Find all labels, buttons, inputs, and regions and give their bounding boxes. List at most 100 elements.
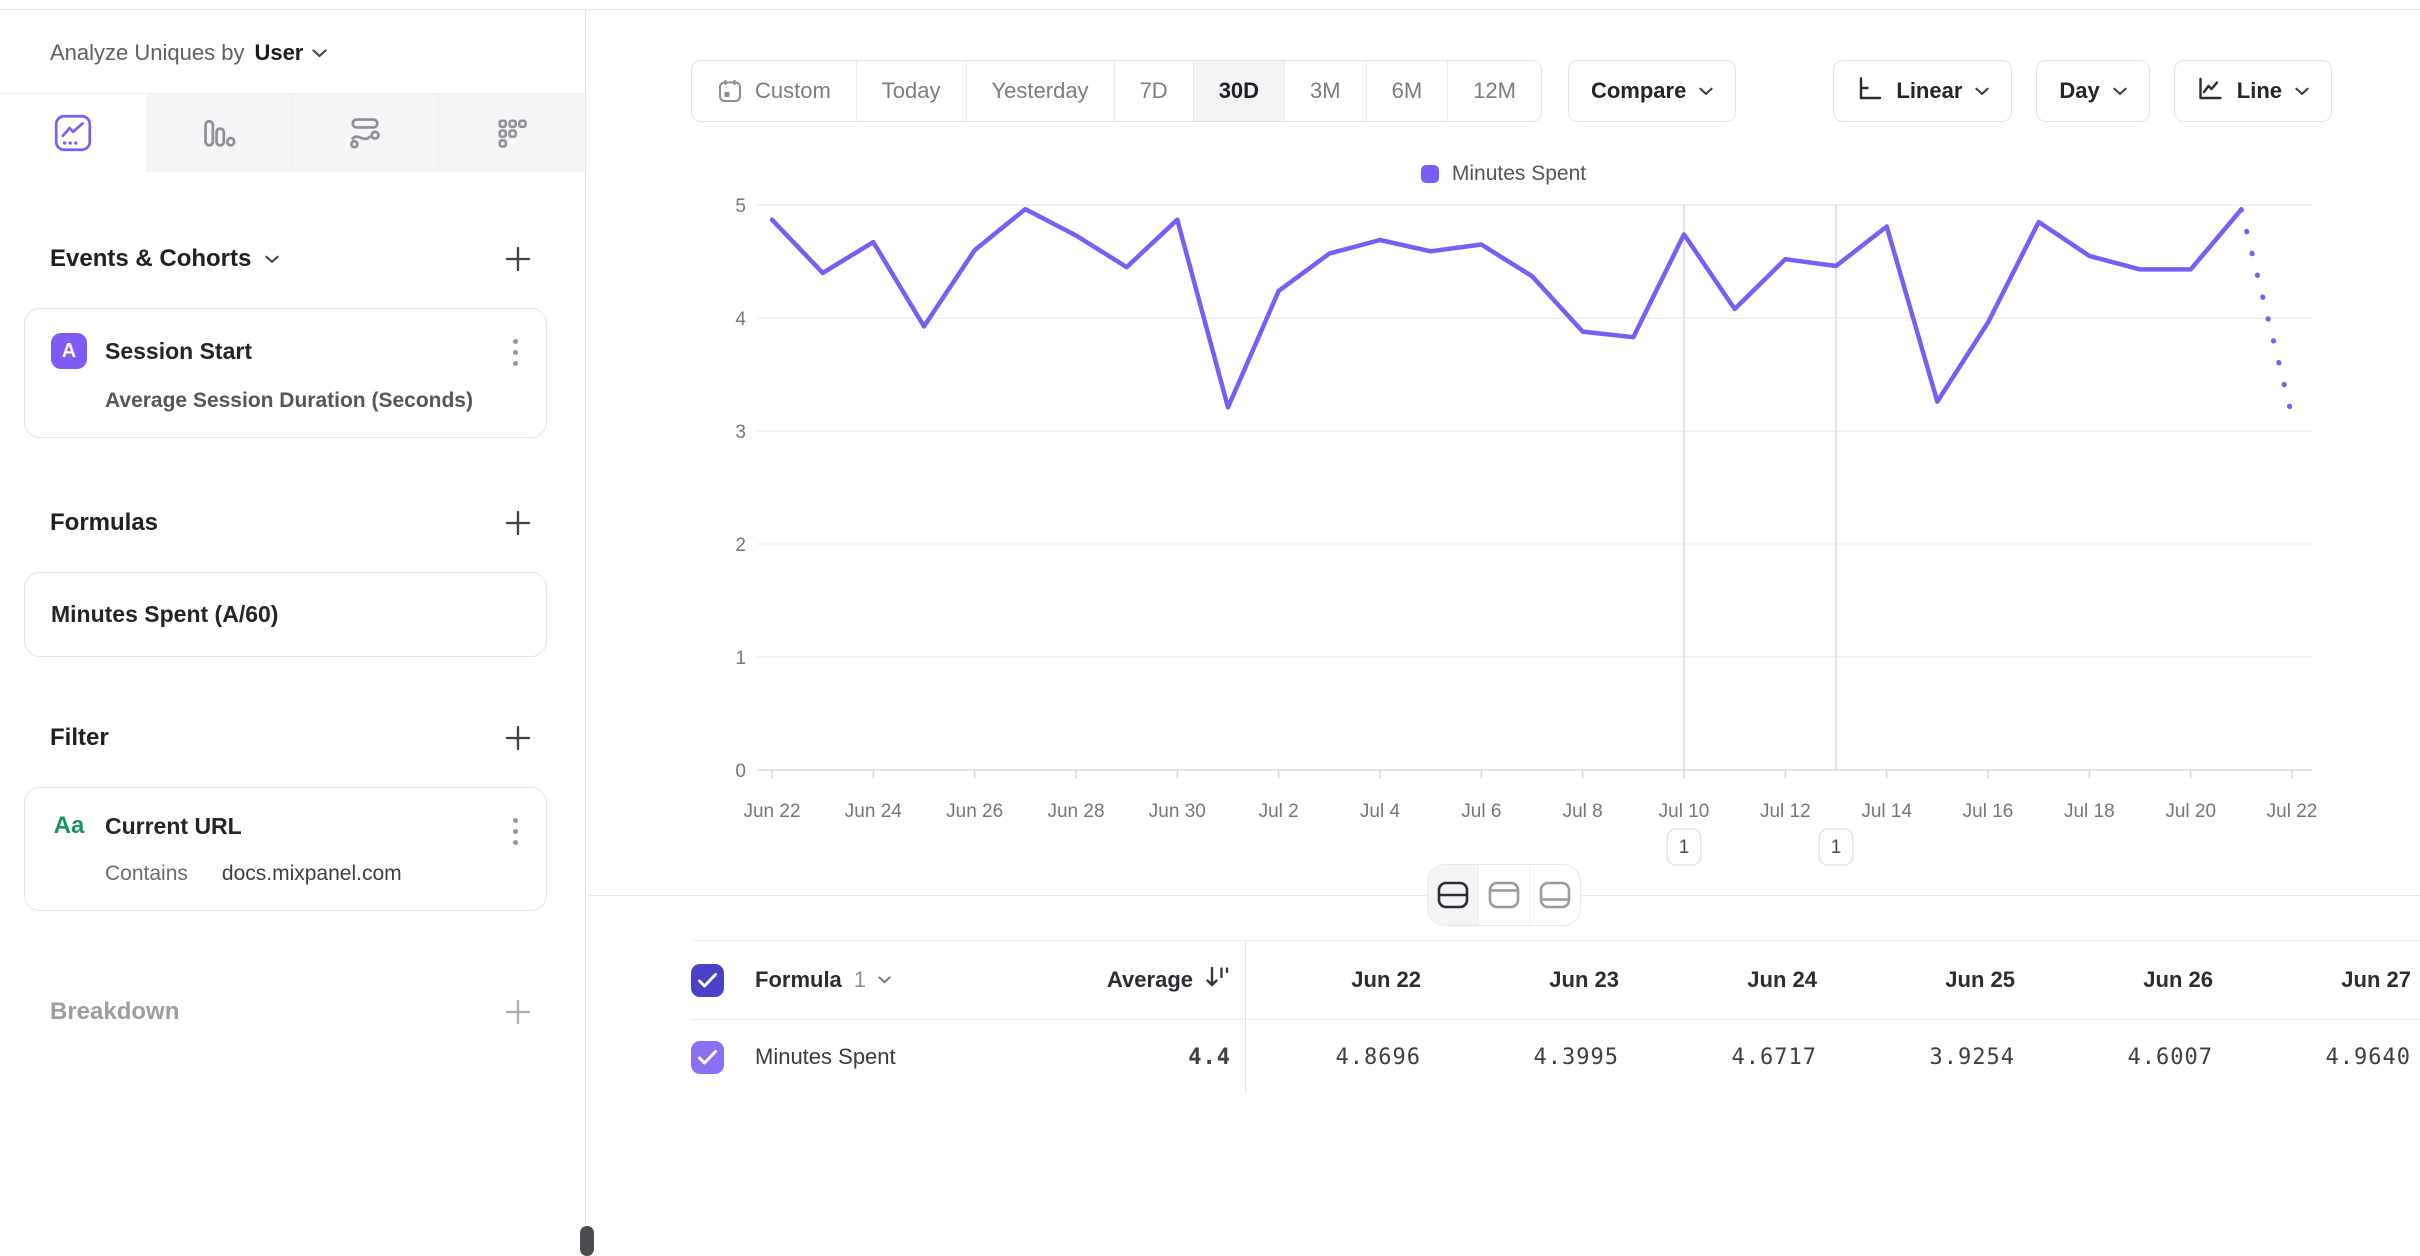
table-header-row: Formula 1 Average Jun 22 Jun 23 Jun 24 Jun … xyxy=(691,941,2420,1019)
filter-card-current-url[interactable]: Aa Current URL Contains docs.mixpanel.co… xyxy=(24,787,547,911)
analyze-by-dropdown[interactable]: User xyxy=(254,40,327,66)
range-7d[interactable]: 7D xyxy=(1113,61,1193,121)
metric-value-cell: 3.9254 xyxy=(1929,1044,2015,1070)
chevron-down-icon xyxy=(1975,87,1990,96)
filter-section-header: Filter xyxy=(50,723,533,753)
event-aggregation[interactable]: Average Session Duration (Seconds) xyxy=(105,389,473,412)
range-custom[interactable]: Custom xyxy=(692,61,856,121)
x-axis-tick-label: Jul 16 xyxy=(1963,801,2014,822)
range-6m[interactable]: 6M xyxy=(1365,61,1448,121)
range-3m[interactable]: 3M xyxy=(1284,61,1366,121)
series-line-incomplete[interactable] xyxy=(2238,207,2295,419)
toolbar-left-group: Custom Today Yesterday 7D 30D 3M 6M 12M Compare xyxy=(691,60,1737,122)
row-checkbox-cell xyxy=(691,1040,755,1074)
results-table: Formula 1 Average Jun 22 Jun 23 Jun 24 Jun … xyxy=(691,940,2420,1094)
formula-group-header[interactable]: Formula 1 xyxy=(755,967,1015,993)
breakdown-title-text: Breakdown xyxy=(50,998,180,1025)
add-filter-button[interactable] xyxy=(503,723,533,753)
range-30d[interactable]: 30D xyxy=(1192,61,1285,121)
window-top-border xyxy=(0,9,2420,10)
report-tab-flow-chart[interactable] xyxy=(291,94,439,172)
range-today[interactable]: Today xyxy=(855,61,966,121)
report-tab-funnel-dots[interactable] xyxy=(438,94,585,172)
formula-group-label: Formula xyxy=(755,967,842,992)
date-column-header: Jun 24 xyxy=(1747,967,1817,992)
annotation-count: 1 xyxy=(1679,837,1690,858)
average-value-cell: 4.4 xyxy=(1015,1020,1246,1094)
report-type-tabs xyxy=(0,94,585,172)
range-label: 30D xyxy=(1218,78,1260,103)
kebab-menu-icon[interactable] xyxy=(509,335,522,370)
x-axis-tick-label: Jun 24 xyxy=(845,801,902,822)
add-formula-button[interactable] xyxy=(503,508,533,538)
split-view-toggle[interactable] xyxy=(1427,865,1478,925)
filter-condition[interactable]: Contains docs.mixpanel.com xyxy=(105,862,520,886)
date-column-header: Jun 27 xyxy=(2341,967,2411,992)
events-section-title[interactable]: Events & Cohorts xyxy=(50,245,280,273)
compare-button[interactable]: Compare xyxy=(1567,60,1737,122)
range-label: 3M xyxy=(1310,78,1341,103)
x-axis-tick-label: Jun 22 xyxy=(743,801,800,822)
date-column-header: Jun 22 xyxy=(1351,967,1421,992)
report-tab-bar-chart[interactable] xyxy=(146,94,292,172)
bar-chart-icon xyxy=(203,119,236,147)
range-label: 12M xyxy=(1473,78,1516,103)
events-section-header: Events & Cohorts xyxy=(50,244,533,274)
x-axis-tick-label: Jul 22 xyxy=(2267,801,2318,822)
x-axis-tick-label: Jul 12 xyxy=(1760,801,1811,822)
range-label: Custom xyxy=(755,78,831,103)
chevron-down-icon xyxy=(878,976,891,984)
chart-view-toggle[interactable] xyxy=(1477,865,1529,925)
scrollbar-thumb[interactable] xyxy=(580,1226,594,1256)
filter-title-text: Filter xyxy=(50,724,109,751)
x-axis-tick-label: Jul 8 xyxy=(1563,801,1603,822)
breakdown-section-header: Breakdown xyxy=(50,997,533,1027)
series-line[interactable] xyxy=(769,206,2244,410)
axis-scale-button[interactable]: Linear xyxy=(1833,60,2013,122)
sort-descending-icon xyxy=(1205,964,1231,996)
chart-type-button[interactable]: Line xyxy=(2173,60,2332,122)
insights-chart-icon xyxy=(54,114,91,152)
filter-section-title: Filter xyxy=(50,724,109,752)
x-axis-tick-label: Jul 10 xyxy=(1659,801,1710,822)
metric-value-cell: 4.3995 xyxy=(1533,1044,1619,1070)
formulas-section-header: Formulas xyxy=(50,508,533,538)
annotation-marker[interactable] xyxy=(1666,828,1702,866)
select-all-checkbox[interactable] xyxy=(691,963,724,997)
chevron-down-icon xyxy=(1699,87,1713,96)
event-card-title-row: A Session Start xyxy=(51,333,520,369)
add-breakdown-button[interactable] xyxy=(503,997,533,1027)
chevron-down-icon xyxy=(312,48,327,58)
view-layout-toggle xyxy=(1426,864,1581,926)
x-axis-tick-label: Jun 30 xyxy=(1149,801,1206,822)
filter-card-title-row: Aa Current URL xyxy=(51,812,520,840)
table-view-toggle[interactable] xyxy=(1528,865,1580,925)
kebab-menu-icon[interactable] xyxy=(509,814,522,849)
y-axis-tick-label: 4 xyxy=(735,309,746,330)
range-yesterday[interactable]: Yesterday xyxy=(965,61,1114,121)
table-data-row: Minutes Spent 4.4 4.8696 4.3995 4.6717 3.92… xyxy=(691,1019,2420,1094)
metric-value-cell: 4.8696 xyxy=(1335,1044,1421,1070)
event-card-session-start[interactable]: A Session Start Average Session Duration… xyxy=(24,308,547,438)
y-axis-tick-label: 3 xyxy=(735,422,746,443)
calendar-icon xyxy=(719,80,741,102)
annotation-count: 1 xyxy=(1831,837,1842,858)
range-label: Yesterday xyxy=(991,78,1089,103)
add-event-button[interactable] xyxy=(503,244,533,274)
analyze-uniques-row: Analyze Uniques by User xyxy=(0,10,585,94)
report-main-panel: Custom Today Yesterday 7D 30D 3M 6M 12M Compare… xyxy=(587,10,2420,1256)
linear-axis-icon xyxy=(1856,75,1883,108)
report-tab-insights-chart[interactable] xyxy=(0,94,146,172)
series-visibility-checkbox[interactable] xyxy=(691,1040,724,1074)
formula-card[interactable]: Minutes Spent (A/60) xyxy=(24,572,547,657)
y-axis-tick-label: 0 xyxy=(735,761,746,782)
interval-label: Day xyxy=(2059,78,2100,103)
event-name: Session Start xyxy=(105,337,252,364)
average-column-header[interactable]: Average xyxy=(1015,941,1246,1019)
interval-button[interactable]: Day xyxy=(2036,60,2150,122)
breakdown-section-title: Breakdown xyxy=(50,998,179,1026)
annotation-marker[interactable] xyxy=(1818,828,1854,866)
range-12m[interactable]: 12M xyxy=(1447,61,1541,121)
x-axis-tick-label: Jun 26 xyxy=(946,801,1003,822)
series-name: Minutes Spent xyxy=(755,1044,896,1069)
